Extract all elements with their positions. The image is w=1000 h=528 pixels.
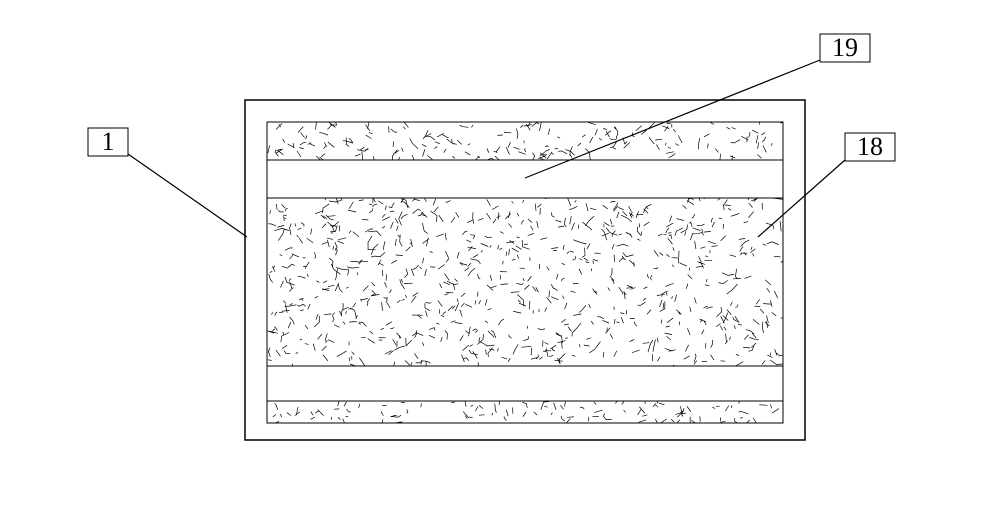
band-4-rect [267, 401, 783, 423]
band-2 [267, 192, 785, 368]
band-3 [267, 366, 783, 401]
leader-1 [128, 154, 247, 237]
figure-group: 1 19 18 [88, 33, 895, 440]
label-text-19: 19 [832, 33, 858, 62]
diagram-svg: 1 19 18 [0, 0, 1000, 528]
label-text-1: 1 [102, 127, 115, 156]
band-1 [267, 160, 783, 198]
band-0 [267, 118, 788, 164]
band-3-rect [267, 366, 783, 401]
label-text-18: 18 [857, 132, 883, 161]
band-1-rect [267, 160, 783, 198]
band-2-rect [267, 198, 783, 366]
